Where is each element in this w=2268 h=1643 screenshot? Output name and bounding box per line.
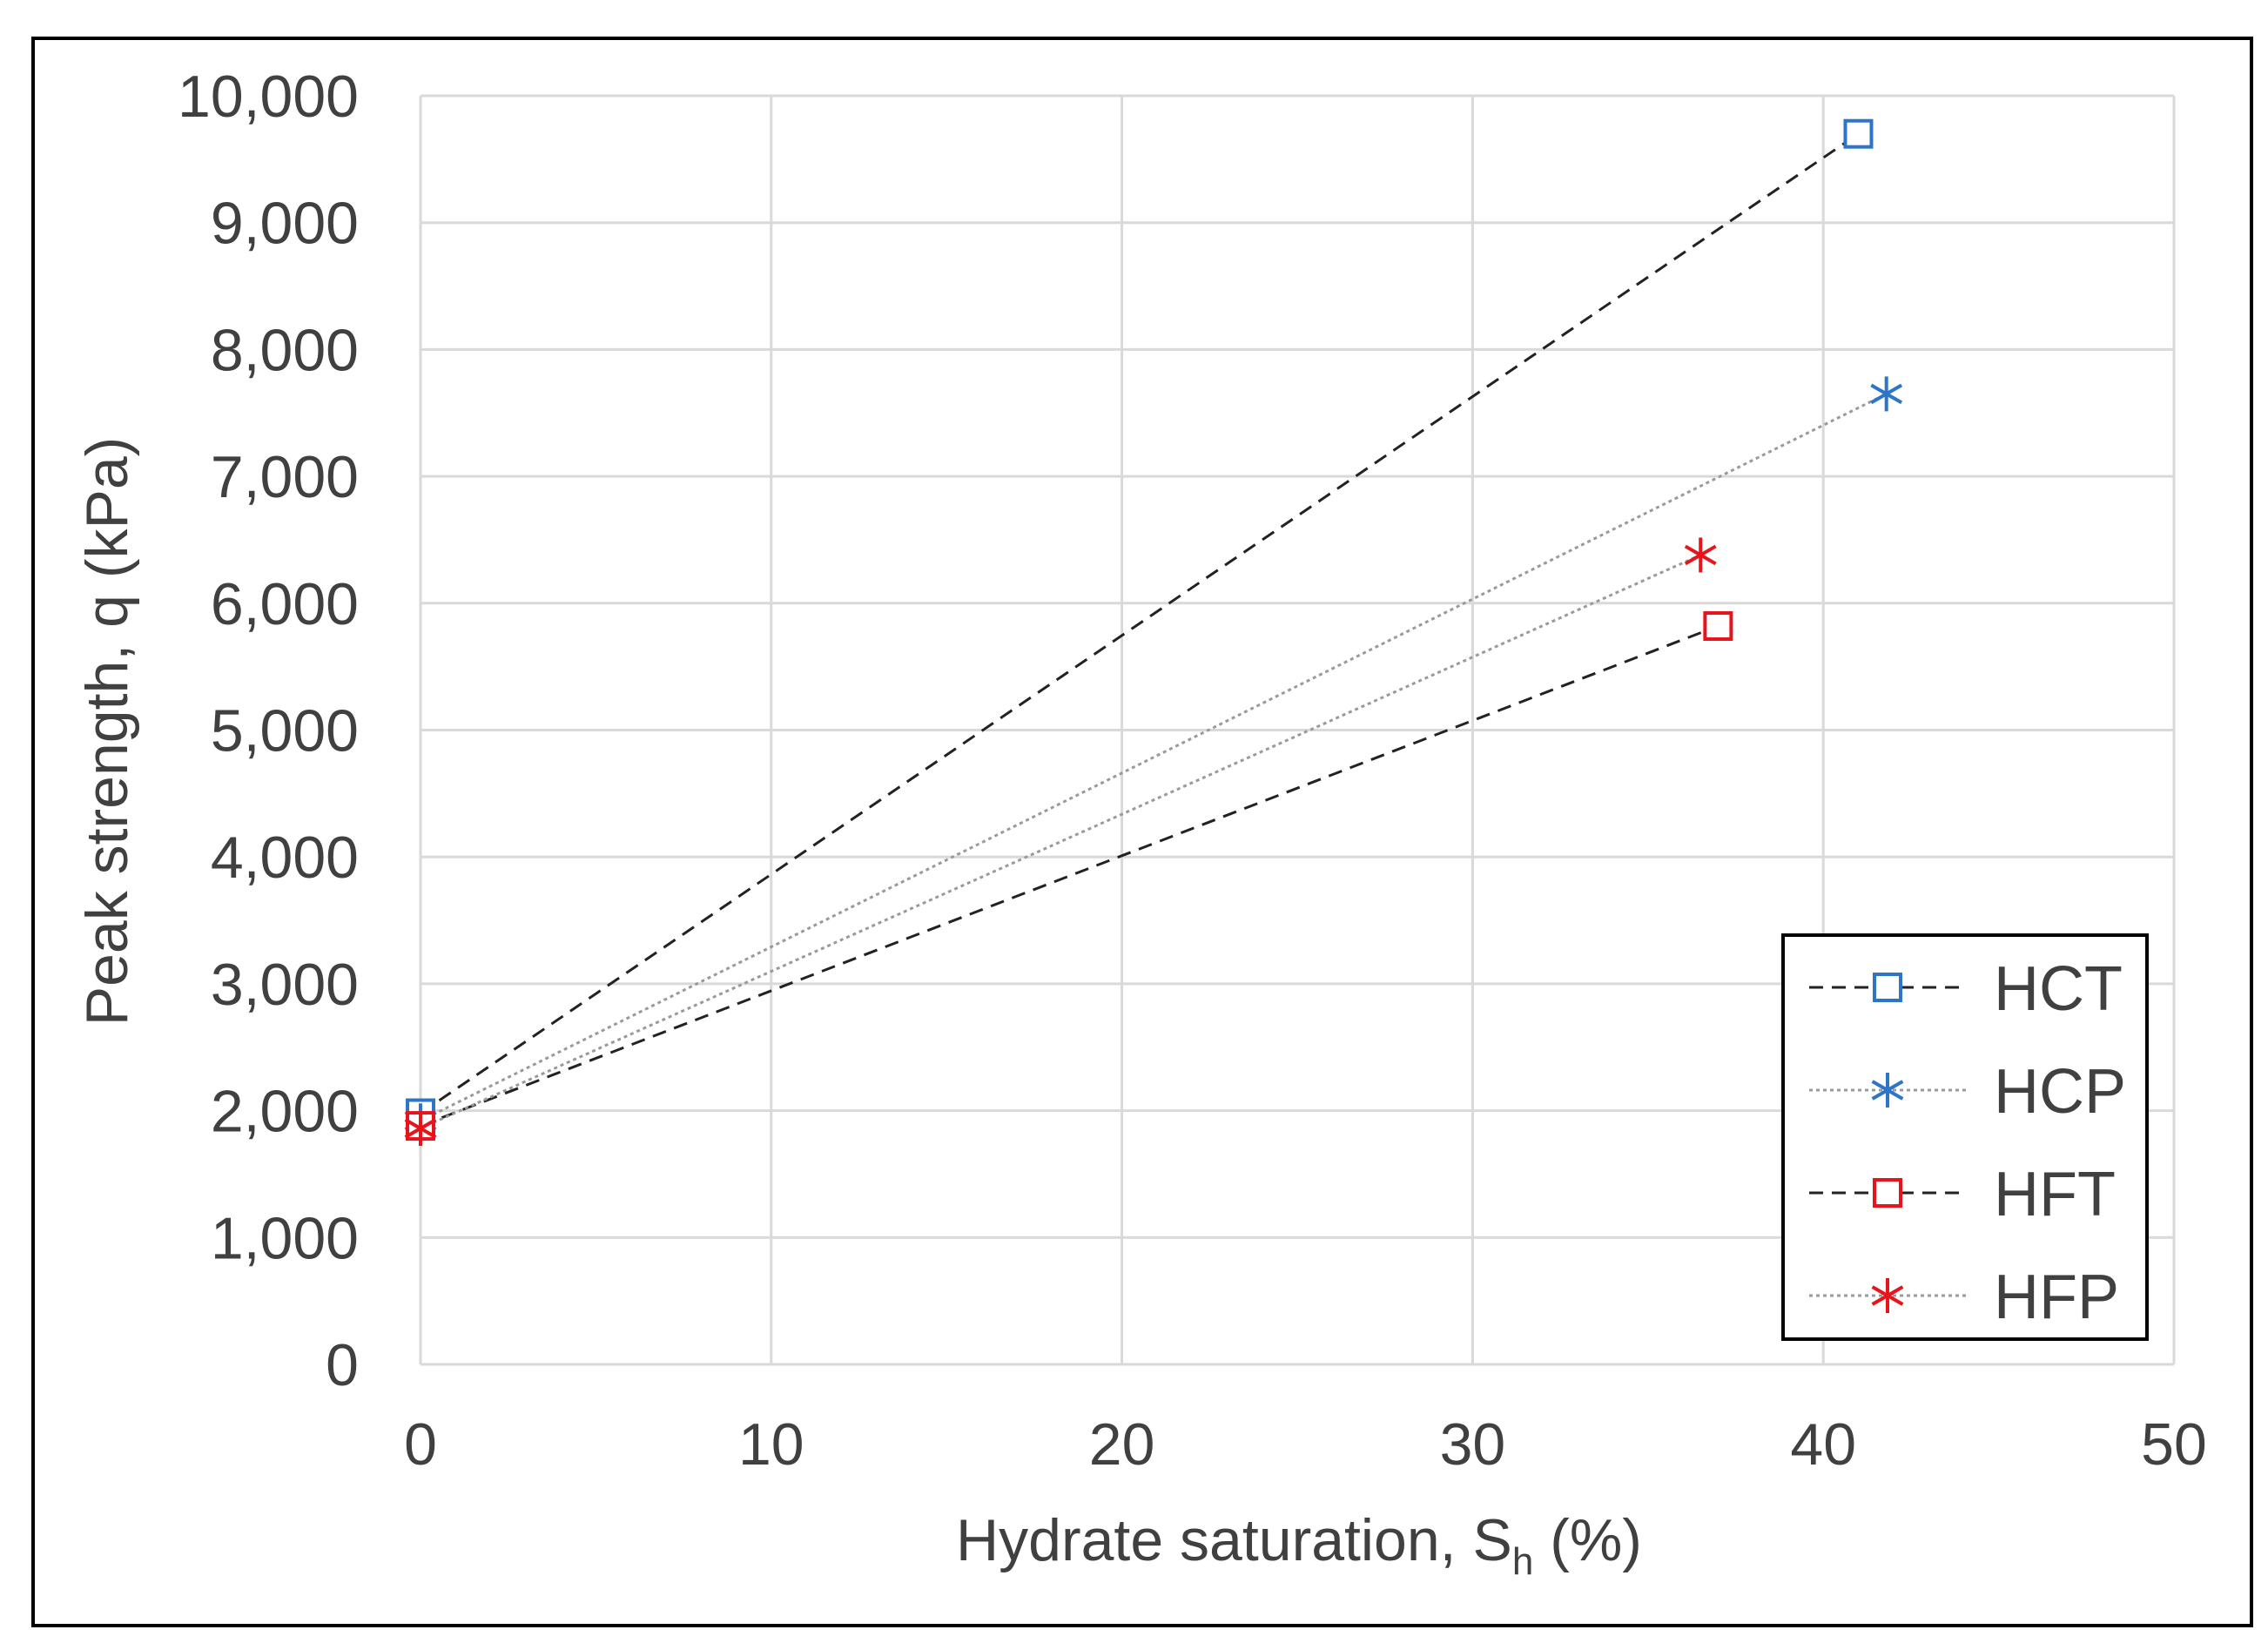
y-tick-label: 5,000: [211, 698, 359, 764]
x-tick-label: 20: [1089, 1411, 1155, 1478]
chart-frame: [31, 37, 2253, 1627]
gridlines: [419, 94, 2176, 1366]
tick-labels: 0 1,000 2,000 3,000 4,000 5,000 6,000 7,000 8,00…: [178, 64, 2207, 1478]
y-axis-title: Peak strength, q (kPa): [74, 437, 140, 1027]
series-line-hct: [420, 132, 1860, 1114]
legend: HCT HCP HFT HFP: [1781, 933, 2149, 1341]
x-axis-title-main: Hydrate saturation, S: [956, 1507, 1512, 1573]
y-tick-label: 3,000: [211, 952, 359, 1018]
data-point-hfp: [1684, 537, 1717, 573]
x-axis-title-tail: (%): [1533, 1507, 1642, 1573]
series-line-hcp: [420, 393, 1888, 1122]
y-tick-label: 1,000: [211, 1205, 359, 1271]
data-point-hft: [1703, 611, 1733, 642]
data-point-hcp: [1870, 376, 1903, 412]
data-point-hct: [1843, 118, 1874, 149]
x-tick-label: 50: [2141, 1411, 2207, 1478]
data-point-hfp: [404, 1110, 437, 1146]
x-axis-title-subscript: h: [1512, 1540, 1533, 1583]
y-tick-label: 8,000: [211, 317, 359, 383]
y-tick-label: 7,000: [211, 444, 359, 510]
legend-marker-hft: [1873, 1178, 1902, 1208]
y-tick-label: 4,000: [211, 825, 359, 891]
legend-label-hct: HCT: [1994, 954, 2123, 1024]
x-axis-title: Hydrate saturation, Sh (%): [956, 1507, 1642, 1583]
legend-marker-hcp: [1871, 1073, 1904, 1108]
legend-label-hft: HFT: [1994, 1160, 2116, 1229]
x-tick-label: 10: [738, 1411, 804, 1478]
series-line-hft: [420, 624, 1719, 1128]
legend-label-hcp: HCP: [1994, 1057, 2126, 1127]
legend-marker-hfp: [1871, 1278, 1904, 1313]
y-tick-label: 9,000: [211, 191, 359, 257]
y-tick-label: 0: [326, 1332, 359, 1398]
x-tick-label: 30: [1440, 1411, 1506, 1478]
legend-box: [1781, 933, 2149, 1341]
y-tick-label: 6,000: [211, 571, 359, 637]
x-tick-label: 40: [1790, 1411, 1856, 1478]
series-layer: [404, 118, 1903, 1146]
legend-marker-hct: [1873, 973, 1902, 1002]
legend-label-hfp: HFP: [1994, 1263, 2119, 1332]
x-tick-label: 0: [404, 1411, 437, 1478]
y-tick-label: 10,000: [178, 64, 359, 130]
y-tick-label: 2,000: [211, 1079, 359, 1145]
